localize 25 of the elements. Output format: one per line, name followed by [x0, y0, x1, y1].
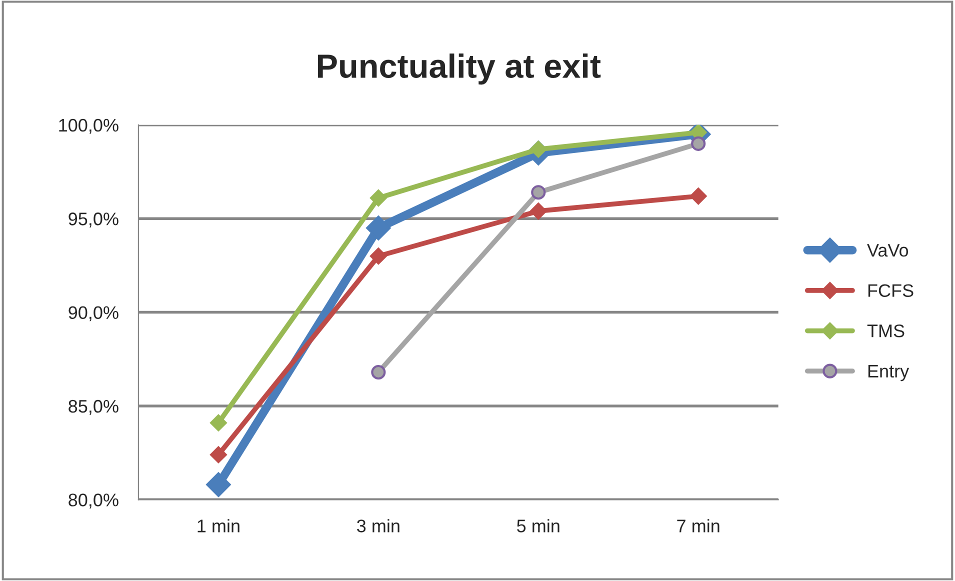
y-tick-label: 100,0%: [59, 118, 118, 134]
point: [366, 215, 391, 240]
legend-label: TMS: [867, 324, 904, 338]
y-tick-label: 85,0%: [68, 400, 118, 415]
x-tick-label: 7 min: [677, 519, 720, 532]
y-tick-label: 90,0%: [68, 306, 118, 322]
legend-label: Entry: [868, 364, 910, 382]
point: [210, 414, 228, 432]
legend-label: FCFS: [868, 284, 914, 297]
x-tick-label: 1 min: [198, 519, 240, 532]
point: [370, 189, 387, 207]
x-tick-label: 3 min: [357, 519, 400, 532]
point: [691, 136, 706, 151]
point: [210, 446, 228, 464]
legend-label: VaVo: [867, 244, 908, 257]
point: [531, 185, 546, 200]
y-tick-label: 95,0%: [68, 212, 118, 228]
point: [370, 248, 387, 265]
point: [530, 202, 547, 220]
x-tick-label: 5 min: [517, 519, 560, 532]
chart-title: Punctuality at exit: [318, 54, 601, 85]
point: [206, 472, 231, 498]
point: [371, 364, 386, 380]
point: [690, 188, 707, 205]
y-tick-label: 80,0%: [68, 494, 118, 509]
